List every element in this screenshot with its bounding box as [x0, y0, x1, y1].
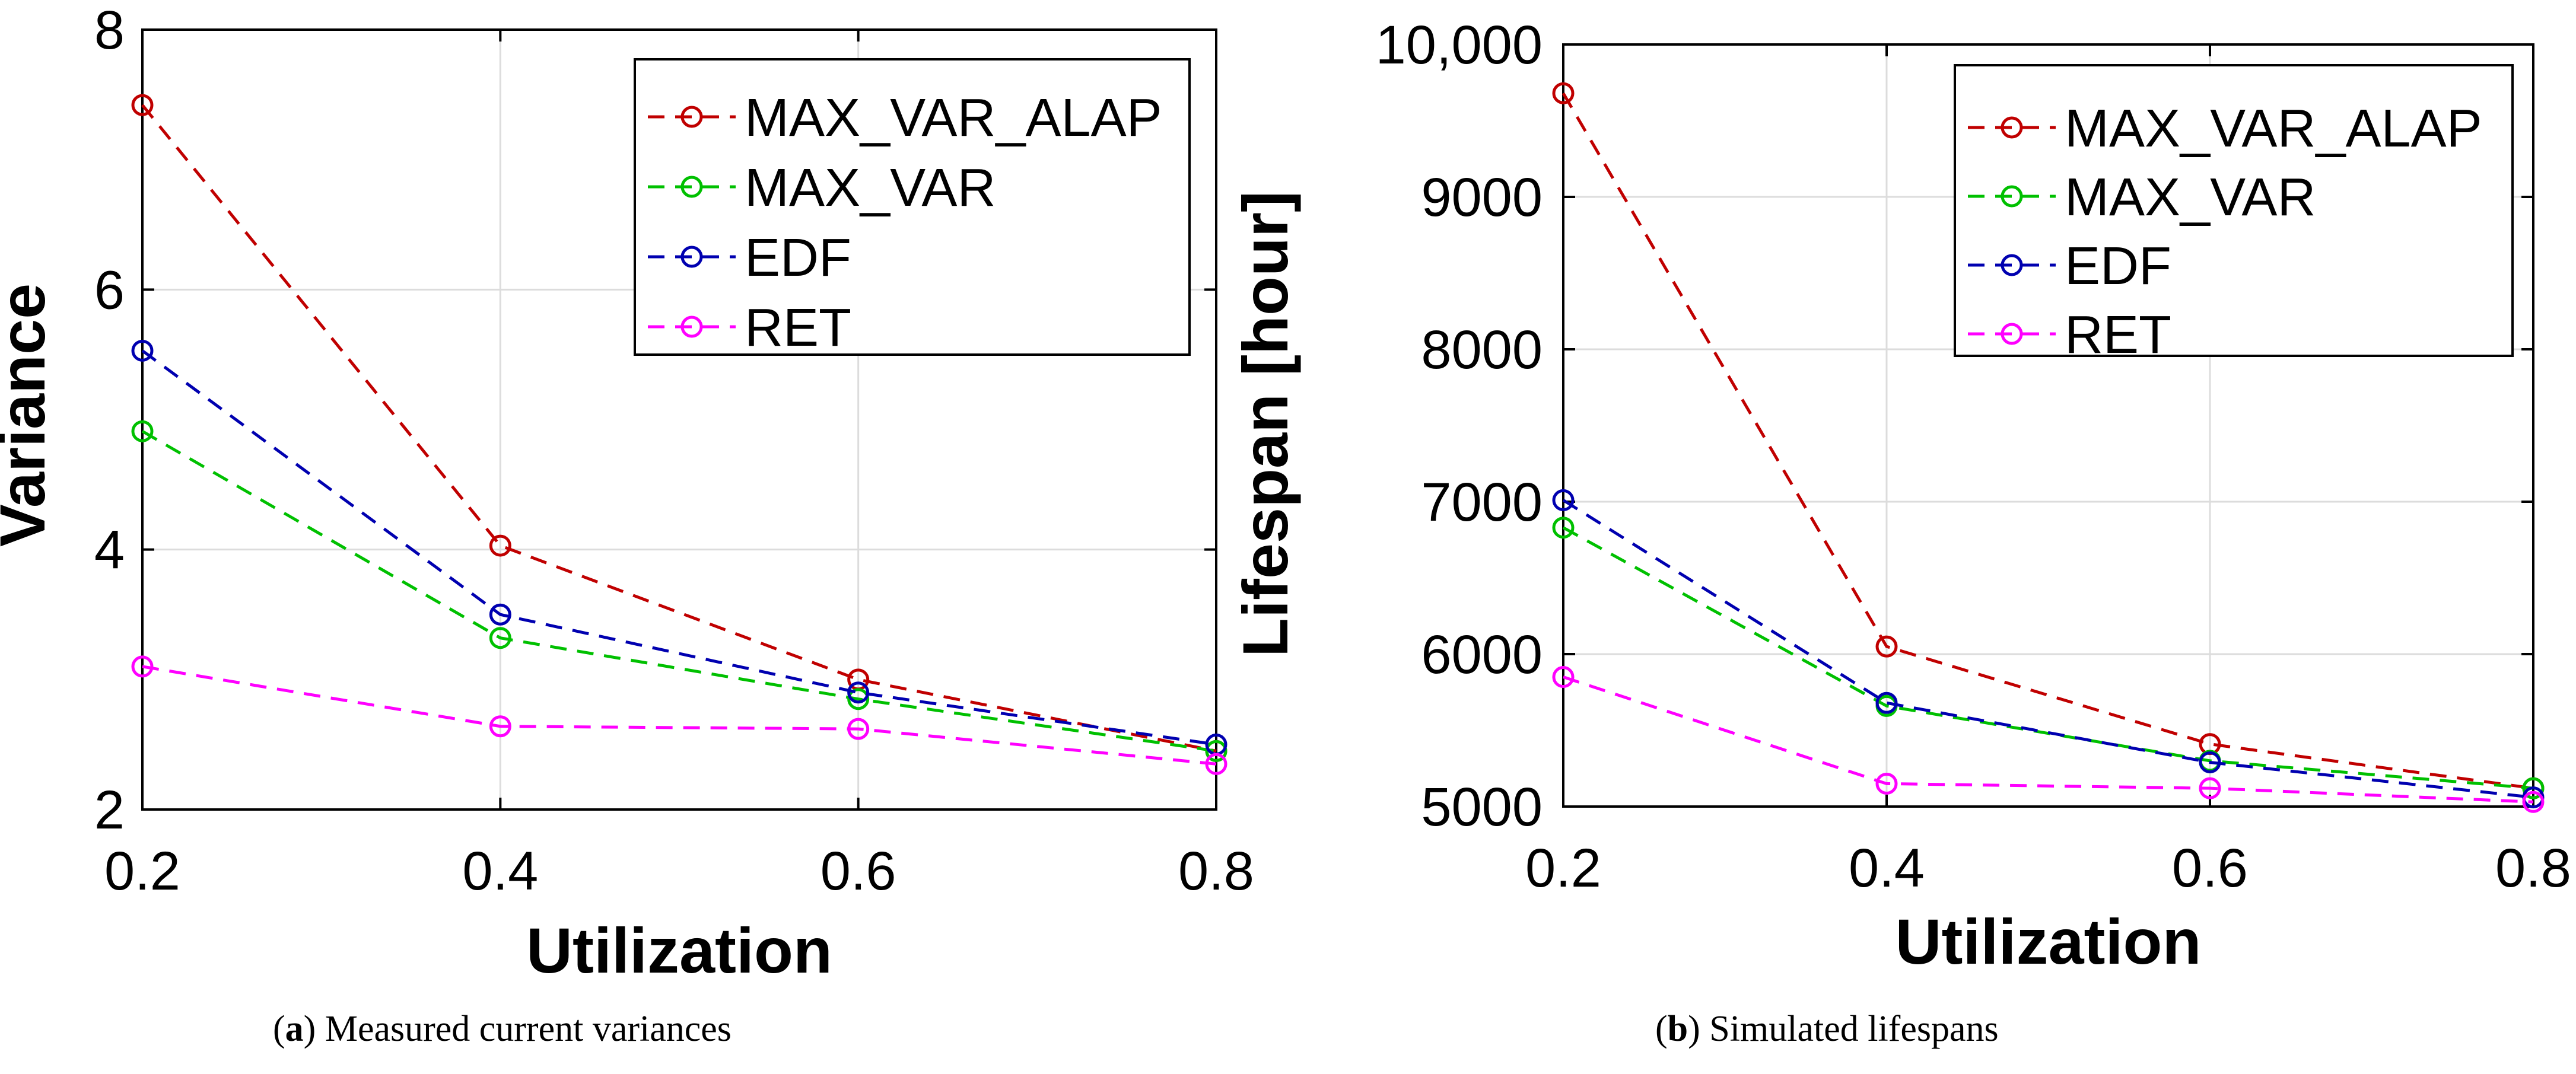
series-line	[142, 665, 1217, 766]
legend-marker	[680, 176, 703, 198]
data-point	[847, 681, 870, 704]
data-point	[131, 94, 154, 116]
caption-b: (b) Simulated lifespans	[1655, 1009, 1999, 1049]
plot-area-frame	[1562, 43, 2534, 808]
y-tick-label: 10,000	[1376, 15, 1543, 75]
legend-label: RET	[2065, 305, 2171, 365]
legend-label: MAX_VAR_ALAP	[2065, 99, 2482, 158]
data-point	[1875, 635, 1898, 658]
series-edf	[131, 339, 1227, 756]
legend-label: MAX_VAR	[745, 158, 996, 218]
caption-a: (a) Measured current variances	[273, 1009, 732, 1049]
legend-entry: MAX_VAR_ALAP	[648, 88, 1162, 148]
series-ret	[131, 655, 1227, 775]
legend: MAX_VAR_ALAP MAX_VAR EDF RET	[634, 58, 1191, 358]
y-tick-label: 4	[94, 520, 125, 581]
legend-entry: MAX_VAR	[648, 158, 996, 218]
x-tick-label: 0.8	[2495, 838, 2571, 898]
legend-marker	[2001, 323, 2023, 345]
series-line	[141, 349, 1217, 746]
caption-b-text: Simulated lifespans	[1700, 1009, 1999, 1049]
data-point	[2522, 791, 2545, 813]
legend-marker	[2001, 254, 2023, 276]
y-tick-label: 5000	[1421, 777, 1543, 837]
data-point	[1552, 517, 1575, 539]
series-line	[1562, 526, 2534, 790]
x-tick-label: 0.2	[104, 841, 180, 901]
caption-a-text: Measured current variances	[316, 1009, 732, 1049]
data-point	[489, 715, 511, 738]
legend-entry: MAX_VAR_ALAP	[1968, 99, 2482, 158]
data-point	[131, 655, 154, 678]
legend-marker	[2001, 185, 2023, 208]
legend-label: RET	[745, 298, 851, 358]
data-point	[131, 339, 154, 362]
series-line	[141, 104, 1217, 753]
y-tick-label: 6	[94, 260, 125, 320]
x-tick-label: 0.6	[820, 841, 896, 901]
y-tick-label: 6000	[1421, 624, 1543, 685]
y-tick-label: 8	[94, 0, 125, 60]
y-axis-label: Lifespan [hour]	[1229, 191, 1301, 657]
data-point	[131, 420, 154, 442]
x-tick-label: 0.6	[2172, 838, 2248, 898]
x-tick-label: 0.4	[1849, 838, 1925, 898]
legend-entry: RET	[1968, 305, 2171, 365]
y-axis-label: Variance	[0, 283, 58, 547]
series-line	[1562, 499, 2534, 799]
data-point	[1552, 489, 1575, 511]
data-point	[1205, 753, 1227, 775]
data-point	[2199, 777, 2221, 799]
y-tick-label: 7000	[1421, 472, 1543, 533]
series-max-var	[1552, 517, 2545, 799]
data-point	[847, 718, 870, 740]
legend-marker	[680, 246, 703, 268]
y-tick-label: 9000	[1421, 167, 1543, 228]
series-edf	[1552, 489, 2545, 809]
series-ret	[1552, 666, 2545, 813]
data-point	[1875, 691, 1898, 714]
caption-a-label: a	[285, 1009, 304, 1049]
legend-entry: RET	[648, 298, 851, 358]
data-point	[2199, 751, 2221, 773]
x-tick-label: 0.4	[462, 841, 538, 901]
data-point	[2522, 777, 2545, 799]
x-tick-label: 0.8	[1178, 841, 1254, 901]
legend: MAX_VAR_ALAP MAX_VAR EDF RET	[1954, 64, 2514, 365]
data-point	[489, 603, 511, 626]
legend-box	[634, 58, 1191, 356]
legend-entry: MAX_VAR	[1968, 168, 2316, 227]
data-point	[1875, 772, 1898, 795]
x-tick-label: 0.2	[1525, 838, 1601, 898]
y-tick-label: 8000	[1421, 320, 1543, 380]
series-line	[141, 430, 1217, 753]
y-tick-label: 2	[94, 780, 125, 840]
legend-label: MAX_VAR	[2065, 168, 2316, 227]
chart-measured-variances: 0.2 0.4 0.6 0.8 2 4 6 8 Utilization Variance MAX_V…	[0, 0, 1254, 986]
data-point	[489, 627, 511, 649]
legend-marker	[680, 315, 703, 338]
data-point	[1552, 82, 1575, 104]
chart-simulated-lifespans: 0.2 0.4 0.6 0.8 5000 6000 7000 8000 9000 10,000 Ut…	[1229, 15, 2571, 977]
legend-entry: EDF	[1968, 237, 2171, 296]
series-line	[1563, 675, 2534, 804]
data-point	[1552, 666, 1575, 689]
caption-b-label: b	[1667, 1009, 1688, 1049]
legend-entry: EDF	[648, 228, 851, 288]
data-point	[1205, 740, 1227, 762]
plot-area-frame	[141, 28, 1217, 811]
data-point	[847, 688, 870, 710]
legend-label: MAX_VAR_ALAP	[745, 88, 1162, 148]
legend-marker	[2001, 116, 2023, 139]
legend-label: EDF	[745, 228, 851, 288]
data-point	[489, 534, 511, 557]
legend-label: EDF	[2065, 237, 2171, 296]
legend-box	[1954, 64, 2514, 357]
series-max-var	[131, 420, 1227, 762]
x-axis-label: Utilization	[526, 914, 832, 986]
x-axis-label: Utilization	[1896, 906, 2202, 977]
legend-marker	[680, 106, 703, 128]
